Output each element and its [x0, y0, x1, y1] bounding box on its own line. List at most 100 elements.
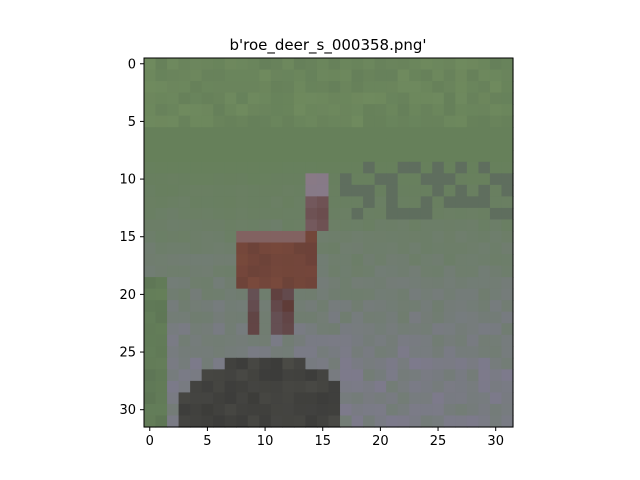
image-pixel — [259, 92, 272, 105]
image-pixel — [374, 415, 387, 428]
image-pixel — [397, 311, 410, 324]
image-pixel — [432, 415, 445, 428]
image-pixel — [409, 104, 422, 117]
image-pixel — [328, 242, 341, 255]
image-pixel — [478, 184, 491, 197]
image-pixel — [178, 150, 191, 163]
image-pixel — [420, 196, 433, 209]
image-pixel — [363, 334, 376, 347]
image-pixel — [247, 403, 260, 417]
image-pixel — [305, 369, 318, 382]
image-pixel — [201, 58, 214, 71]
image-pixel — [247, 219, 260, 232]
image-pixel — [167, 150, 180, 163]
image-pixel — [432, 300, 445, 313]
image-pixel — [178, 127, 191, 140]
image-pixel — [316, 357, 330, 370]
image-pixel — [259, 184, 272, 197]
image-pixel — [167, 311, 180, 324]
image-pixel — [340, 300, 353, 313]
image-pixel — [478, 334, 491, 347]
image-pixel — [190, 138, 203, 151]
image-pixel — [455, 230, 468, 244]
image-pixel — [247, 138, 260, 151]
image-pixel — [328, 150, 341, 163]
image-pixel — [340, 392, 353, 405]
image-pixel — [363, 207, 376, 221]
image-pixel — [213, 311, 226, 324]
image-pixel — [224, 311, 237, 324]
image-pixel — [201, 254, 214, 267]
image-pixel — [178, 184, 191, 197]
image-pixel — [224, 150, 237, 163]
image-pixel — [397, 184, 410, 197]
image-pixel — [282, 207, 295, 221]
image-pixel — [432, 127, 445, 140]
image-pixel — [270, 219, 283, 232]
image-pixel — [443, 115, 456, 128]
image-pixel — [409, 184, 422, 197]
image-pixel — [455, 334, 468, 347]
image-pixel — [478, 311, 491, 324]
image-pixel — [144, 415, 157, 428]
image-pixel — [478, 403, 491, 417]
image-pixel — [478, 300, 491, 313]
x-tick-label: 0 — [146, 434, 154, 449]
image-pixel — [247, 300, 260, 313]
image-pixel — [305, 311, 318, 324]
image-pixel — [282, 138, 295, 151]
image-pixel — [397, 392, 410, 405]
image-pixel — [282, 288, 295, 301]
image-pixel — [397, 230, 410, 244]
image-pixel — [386, 346, 399, 359]
image-pixel — [340, 219, 353, 232]
image-pixel — [236, 334, 249, 347]
image-pixel — [386, 277, 399, 290]
image-pixel — [340, 150, 353, 163]
image-pixel — [201, 300, 214, 313]
image-pixel — [478, 230, 491, 244]
image-pixel — [201, 415, 214, 428]
image-pixel — [363, 254, 376, 267]
image-pixel — [363, 415, 376, 428]
image-pixel — [443, 173, 456, 186]
image-pixel — [190, 207, 203, 221]
image-pixel — [178, 254, 191, 267]
image-pixel — [351, 288, 364, 301]
image-pixel — [213, 115, 226, 128]
image-pixel — [478, 115, 491, 128]
image-pixel — [351, 81, 364, 94]
image-pixel — [247, 161, 260, 174]
image-pixel — [305, 334, 318, 347]
image-pixel — [213, 173, 226, 186]
image-pixel — [178, 357, 191, 370]
image-pixel — [466, 311, 480, 324]
image-pixel — [190, 323, 203, 336]
image-pixel — [201, 92, 214, 105]
image-pixel — [397, 300, 410, 313]
image-pixel — [363, 161, 376, 174]
image-pixel — [270, 254, 283, 267]
image-pixel — [190, 127, 203, 140]
image-pixel — [259, 334, 272, 347]
image-pixel — [236, 92, 249, 105]
image-pixel — [224, 380, 237, 394]
image-pixel — [167, 403, 180, 417]
image-pixel — [167, 173, 180, 186]
image-pixel — [328, 81, 341, 94]
image-pixel — [236, 115, 249, 128]
image-pixel — [144, 150, 157, 163]
image-pixel — [224, 138, 237, 151]
image-pixel — [293, 369, 307, 382]
image-pixel — [167, 380, 180, 394]
image-pixel — [190, 150, 203, 163]
image-pixel — [236, 311, 249, 324]
image-pixel — [432, 254, 445, 267]
image-pixel — [432, 81, 445, 94]
image-pixel — [420, 150, 433, 163]
image-pixel — [282, 369, 295, 382]
image-pixel — [397, 92, 410, 105]
image-pixel — [455, 184, 468, 197]
image-pixel — [316, 415, 330, 428]
image-pixel — [328, 138, 341, 151]
